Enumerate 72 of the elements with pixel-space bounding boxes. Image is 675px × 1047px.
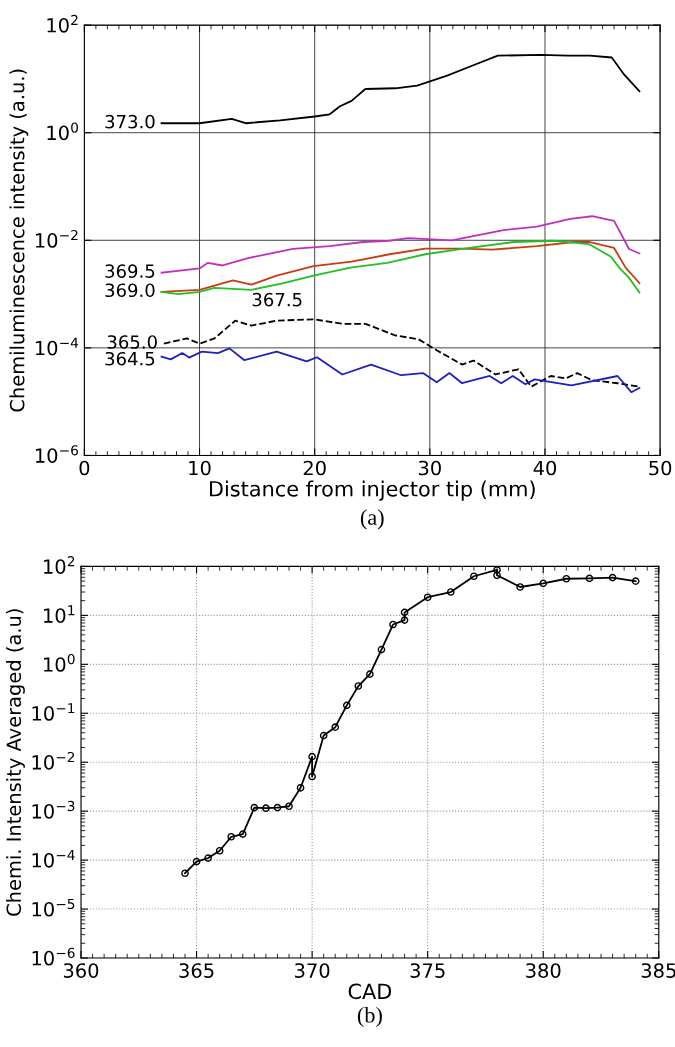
point: [273, 803, 282, 812]
y-tick-label: 10$^{−4}$: [32, 850, 75, 868]
y-tick-label: 10$^{0}$: [47, 122, 78, 141]
point: [342, 701, 351, 710]
point: [192, 857, 201, 866]
point: [308, 752, 316, 761]
series-label: 367.5: [252, 292, 302, 307]
y-tick-label: 10$^{2}$: [44, 556, 75, 574]
point: [227, 832, 236, 841]
point: [516, 583, 524, 591]
point: [377, 645, 386, 654]
series-label: 373.0: [105, 114, 155, 129]
series-label: 369.5: [105, 264, 155, 278]
point: [366, 670, 374, 678]
series-label: 364.5: [105, 351, 155, 366]
point: [204, 854, 212, 862]
y-tick-label: 10$^{−5}$: [32, 898, 75, 917]
line-series: [160, 347, 641, 394]
y-tick-label: 10$^{1}$: [44, 605, 75, 623]
point: [389, 620, 397, 629]
point: [400, 616, 409, 624]
point: [296, 783, 305, 792]
point: [400, 608, 409, 617]
y-axis-title: Chemiluminescence intensity (a.u.): [9, 69, 29, 412]
point: [446, 588, 455, 596]
point: [354, 682, 363, 690]
y-tick-label: 10$^{−2}$: [32, 751, 75, 770]
y-axis-title: Chemi. Intensity Averaged (a.u): [6, 609, 25, 916]
y-tick-label: 10$^{−1}$: [32, 703, 75, 721]
x-tick-label: 50: [649, 460, 672, 476]
x-tick-label: 385: [641, 963, 675, 978]
x-tick-label: 375: [410, 963, 445, 978]
line-series: [160, 53, 641, 125]
line-series: [162, 318, 641, 388]
text: (b): [357, 1006, 382, 1028]
y-tick-label: 10$^{−2}$: [35, 229, 78, 248]
point: [493, 571, 501, 580]
point: [585, 574, 594, 583]
y-tick-label: 10$^{−6}$: [35, 445, 78, 463]
x-tick-label: 0: [79, 460, 90, 476]
point: [215, 846, 224, 855]
series-label: 365.0: [107, 335, 157, 349]
x-tick-label: 40: [533, 460, 557, 476]
y-tick-label: 10$^{0}$: [44, 654, 75, 672]
point: [562, 574, 571, 583]
point: [181, 869, 189, 878]
point: [631, 577, 640, 585]
point: [319, 731, 328, 740]
x-tick-label: 370: [295, 963, 330, 978]
x-tick-label: 20: [303, 460, 326, 476]
x-tick-label: 10: [189, 460, 211, 476]
y-tick-label: 10$^{2}$: [47, 14, 78, 33]
series-label: 369.0: [105, 283, 155, 298]
point: [423, 593, 432, 602]
point: [250, 803, 259, 812]
x-axis-title: Distance from injector tip (mm): [210, 480, 535, 501]
x-axis-title: CAD: [348, 983, 392, 1000]
point: [470, 572, 478, 581]
point: [539, 579, 548, 588]
y-tick-label: 10$^{−4}$: [35, 337, 79, 356]
line-series: [160, 215, 641, 274]
x-tick-label: 380: [526, 963, 561, 978]
text: (a): [360, 509, 384, 530]
x-tick-label: 30: [418, 460, 441, 476]
point: [608, 573, 617, 582]
x-tick-label: 365: [179, 963, 214, 978]
point: [238, 830, 247, 838]
point: [262, 804, 270, 813]
point: [308, 772, 316, 781]
y-tick-label: 10$^{−3}$: [32, 800, 75, 819]
point: [285, 802, 293, 811]
point: [331, 723, 340, 731]
